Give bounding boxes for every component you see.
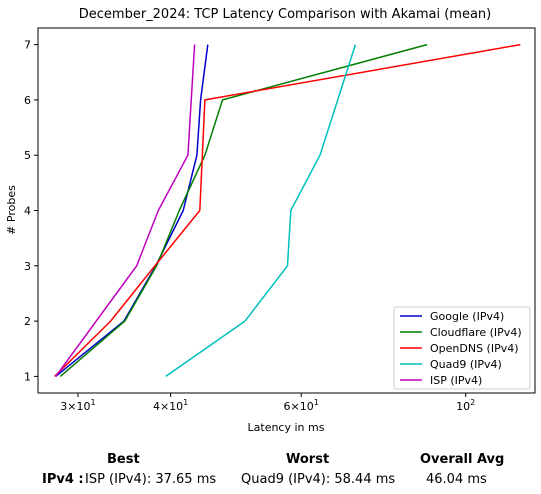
legend: Google (IPv4) Cloudflare (IPv4) OpenDNS (I… — [393, 306, 531, 390]
y-tick-label: 3 — [24, 260, 31, 273]
legend-frame — [393, 306, 531, 390]
legend-label: Cloudflare (IPv4) — [430, 326, 522, 339]
series-line-1 — [59, 43, 428, 377]
y-tick-label: 5 — [24, 149, 31, 162]
y-tick-label: 1 — [24, 370, 31, 383]
y-axis-label: # Probes — [5, 185, 18, 235]
x-tick-label: 4×101 — [153, 398, 188, 413]
ipv4-row-label: IPv4 : — [42, 472, 84, 487]
series-line-4 — [55, 44, 196, 377]
chart-title: December_2024: TCP Latency Comparison wi… — [79, 7, 491, 22]
series-line-2 — [54, 43, 521, 377]
x-tick-label: 3×101 — [60, 398, 95, 413]
x-tick-label: 102 — [456, 398, 475, 413]
legend-label: OpenDNS (IPv4) — [430, 342, 519, 355]
y-tick-label: 6 — [24, 94, 31, 107]
y-tick-label: 7 — [24, 39, 31, 52]
x-tick-label: 6×101 — [284, 398, 319, 413]
series-line-0 — [55, 44, 209, 377]
overall-avg-value: 46.04 ms — [426, 472, 487, 487]
y-axis: 1 2 3 4 5 6 7 — [24, 39, 38, 383]
y-tick-label: 4 — [24, 205, 31, 218]
worst-value: Quad9 (IPv4): 58.44 ms — [241, 472, 396, 487]
x-axis-label: Latency in ms — [248, 421, 325, 434]
best-value: ISP (IPv4): 37.65 ms — [85, 472, 217, 487]
x-axis: 3×101 4×101 6×101 102 — [60, 393, 475, 413]
series-lines — [54, 43, 521, 378]
legend-label: Quad9 (IPv4) — [430, 358, 502, 371]
legend-label: ISP (IPv4) — [430, 374, 482, 387]
series-line-3 — [165, 44, 357, 378]
best-header: Best — [107, 452, 140, 467]
legend-label: Google (IPv4) — [430, 310, 504, 323]
latency-chart: December_2024: TCP Latency Comparison wi… — [5, 7, 536, 434]
y-tick-label: 2 — [24, 315, 31, 328]
worst-header: Worst — [286, 452, 330, 467]
overall-avg-header: Overall Avg — [420, 452, 505, 467]
